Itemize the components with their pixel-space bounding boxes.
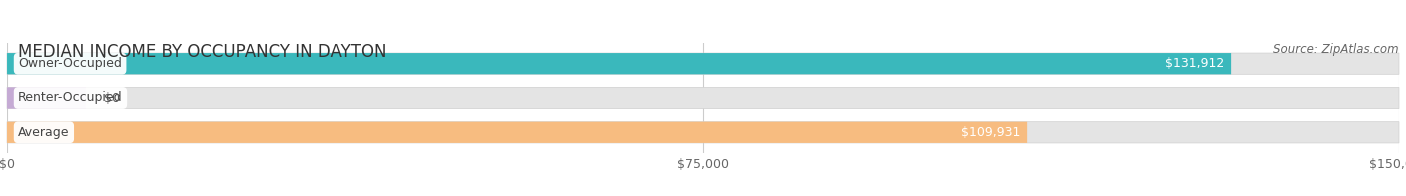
Text: Owner-Occupied: Owner-Occupied	[18, 57, 122, 70]
FancyBboxPatch shape	[7, 53, 1399, 74]
Text: Source: ZipAtlas.com: Source: ZipAtlas.com	[1274, 43, 1399, 56]
FancyBboxPatch shape	[7, 122, 1028, 143]
Text: Average: Average	[18, 126, 70, 139]
Text: Renter-Occupied: Renter-Occupied	[18, 92, 122, 104]
FancyBboxPatch shape	[7, 87, 1399, 109]
FancyBboxPatch shape	[7, 122, 1399, 143]
Text: $131,912: $131,912	[1166, 57, 1225, 70]
Text: MEDIAN INCOME BY OCCUPANCY IN DAYTON: MEDIAN INCOME BY OCCUPANCY IN DAYTON	[18, 43, 387, 61]
Text: $109,931: $109,931	[960, 126, 1021, 139]
FancyBboxPatch shape	[7, 87, 86, 109]
Text: $0: $0	[104, 92, 121, 104]
FancyBboxPatch shape	[7, 53, 1232, 74]
